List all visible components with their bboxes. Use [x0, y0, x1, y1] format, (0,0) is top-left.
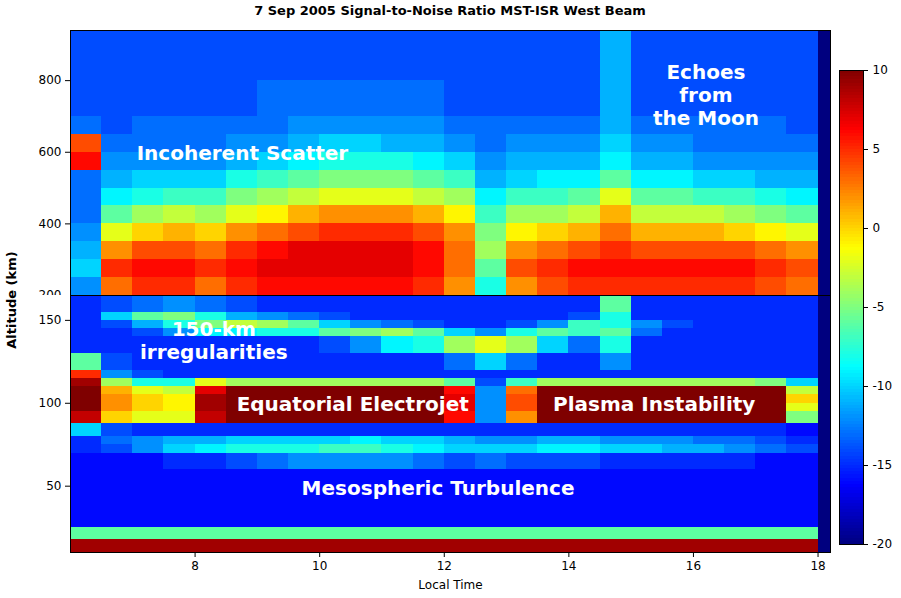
svg-text:150: 150 [39, 313, 62, 327]
svg-text:400: 400 [39, 217, 62, 231]
svg-text:-15: -15 [873, 458, 893, 472]
svg-text:18: 18 [810, 559, 825, 573]
svg-text:800: 800 [39, 73, 62, 87]
svg-text:-10: -10 [873, 379, 893, 393]
svg-text:150-kmirregularities: 150-kmirregularities [140, 317, 288, 364]
svg-text:50: 50 [46, 479, 61, 493]
svg-text:Altitude (km): Altitude (km) [4, 251, 19, 348]
svg-text:Echoesfromthe Moon: Echoesfromthe Moon [653, 60, 759, 130]
svg-text:Incoherent Scatter: Incoherent Scatter [137, 141, 349, 165]
svg-text:5: 5 [873, 142, 881, 156]
svg-text:10: 10 [312, 559, 327, 573]
svg-text:Local Time: Local Time [418, 578, 482, 592]
svg-text:200: 200 [39, 288, 62, 295]
html-text:7 Sep 2005 Signal-to-Noise Rat: 7 Sep 2005 Signal-to-Noise Ratio MST-ISR… [254, 3, 646, 18]
svg-text:16: 16 [686, 559, 701, 573]
svg-text:600: 600 [39, 145, 62, 159]
svg-text:100: 100 [39, 396, 62, 410]
svg-text:10: 10 [873, 63, 888, 77]
svg-text:Plasma Instability: Plasma Instability [553, 392, 755, 416]
svg-text:12: 12 [437, 559, 452, 573]
svg-text:8: 8 [191, 559, 199, 573]
svg-text:Equatorial Electrojet: Equatorial Electrojet [237, 392, 470, 416]
svg-text:0: 0 [873, 221, 881, 235]
svg-text:-5: -5 [873, 300, 885, 314]
svg-text:Mesospheric Turbulence: Mesospheric Turbulence [302, 476, 575, 500]
svg-text:-20: -20 [873, 537, 893, 551]
svg-text:14: 14 [561, 559, 576, 573]
